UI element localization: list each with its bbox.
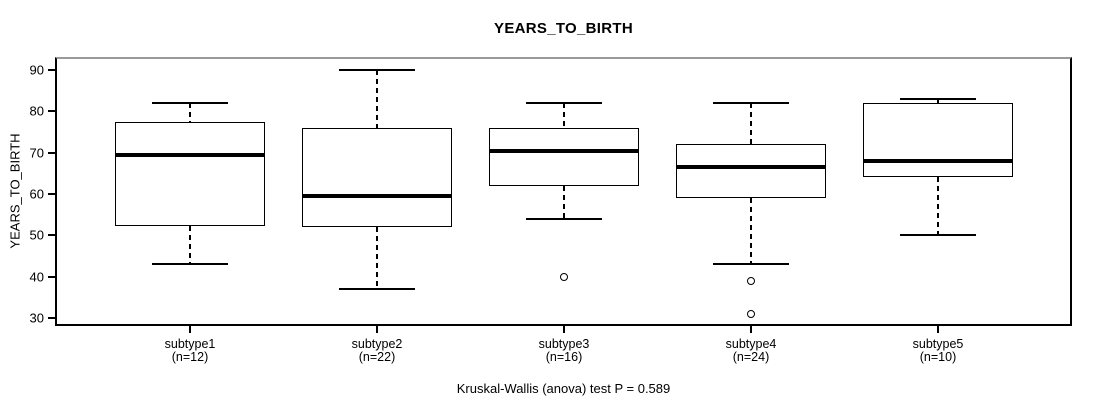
group-label: subtype4 [725, 337, 777, 351]
upper-whisker-cap [713, 102, 789, 105]
lower-whisker-cap [900, 234, 976, 237]
y-axis-tick-label: 90 [29, 62, 44, 78]
lower-whisker-cap [713, 263, 789, 266]
kruskal-wallis-annotation: Kruskal-Wallis (anova) test P = 0.589 [456, 381, 671, 396]
group-label: subtype5 [912, 337, 964, 351]
group-label: subtype3 [538, 337, 590, 351]
x-axis-tick [750, 326, 752, 333]
y-axis-tick [48, 110, 55, 113]
upper-whisker-cap [152, 102, 228, 105]
y-axis-tick-label: 60 [29, 186, 44, 202]
upper-whisker-line [563, 103, 565, 128]
iqr-box [676, 144, 826, 199]
y-axis-tick [48, 234, 55, 237]
median-line [302, 194, 452, 199]
group-label-block: subtype5 (n=10) [848, 338, 1028, 364]
iqr-box [115, 121, 265, 226]
lower-whisker-line [937, 177, 939, 236]
group-label-block: subtype4 (n=24) [661, 338, 841, 364]
iqr-box [489, 127, 639, 186]
y-axis-tick [48, 69, 55, 72]
upper-whisker-line [376, 70, 378, 128]
x-axis-tick [189, 326, 191, 333]
group-label: subtype2 [351, 337, 403, 351]
lower-whisker-line [376, 226, 378, 289]
y-axis-tick-label: 30 [29, 310, 44, 326]
iqr-box [302, 127, 452, 227]
y-axis-label: YEARS_TO_BIRTH [7, 133, 23, 249]
group-n-label: (n=16) [545, 350, 583, 364]
x-axis-tick [376, 326, 378, 333]
lower-whisker-cap [339, 287, 415, 290]
chart-title: YEARS_TO_BIRTH [494, 20, 633, 37]
lower-whisker-cap [526, 217, 602, 220]
group-n-label: (n=24) [732, 350, 770, 364]
group-label-block: subtype3 (n=16) [474, 338, 654, 364]
outlier-point [747, 276, 755, 285]
group-n-label: (n=22) [358, 350, 396, 364]
median-line [676, 165, 826, 170]
upper-whisker-line [189, 103, 191, 122]
lower-whisker-line [750, 198, 752, 265]
outlier-point [560, 272, 568, 281]
group-label-block: subtype2 (n=22) [287, 338, 467, 364]
lower-whisker-line [563, 185, 565, 219]
upper-whisker-cap [339, 69, 415, 72]
plot-area: 30 40 50 60 70 80 90 subtype1 (n=12) subtype2 (n=2… [30, 57, 1072, 364]
group-n-label: (n=12) [171, 350, 209, 364]
y-axis-tick [48, 275, 55, 278]
iqr-box [863, 103, 1013, 178]
y-axis-tick-label: 70 [29, 145, 44, 161]
upper-whisker-cap [526, 102, 602, 105]
y-axis-tick [48, 192, 55, 195]
upper-whisker-cap [900, 98, 976, 101]
y-axis-tick-label: 80 [29, 103, 44, 119]
upper-whisker-line [937, 99, 939, 104]
y-axis-tick-label: 40 [29, 269, 44, 285]
group-label-block: subtype1 (n=12) [100, 338, 280, 364]
group-n-label: (n=10) [919, 350, 957, 364]
group-label: subtype1 [164, 337, 216, 351]
lower-whisker-line [189, 225, 191, 265]
y-axis-tick [48, 316, 55, 319]
median-line [489, 148, 639, 153]
median-line [863, 158, 1013, 163]
outlier-point [747, 309, 755, 318]
lower-whisker-cap [152, 263, 228, 266]
median-line [115, 152, 265, 157]
y-axis-tick-label: 50 [29, 227, 44, 243]
x-axis-tick [937, 326, 939, 333]
y-axis-tick [48, 151, 55, 154]
x-axis-tick [563, 326, 565, 333]
upper-whisker-line [750, 103, 752, 145]
